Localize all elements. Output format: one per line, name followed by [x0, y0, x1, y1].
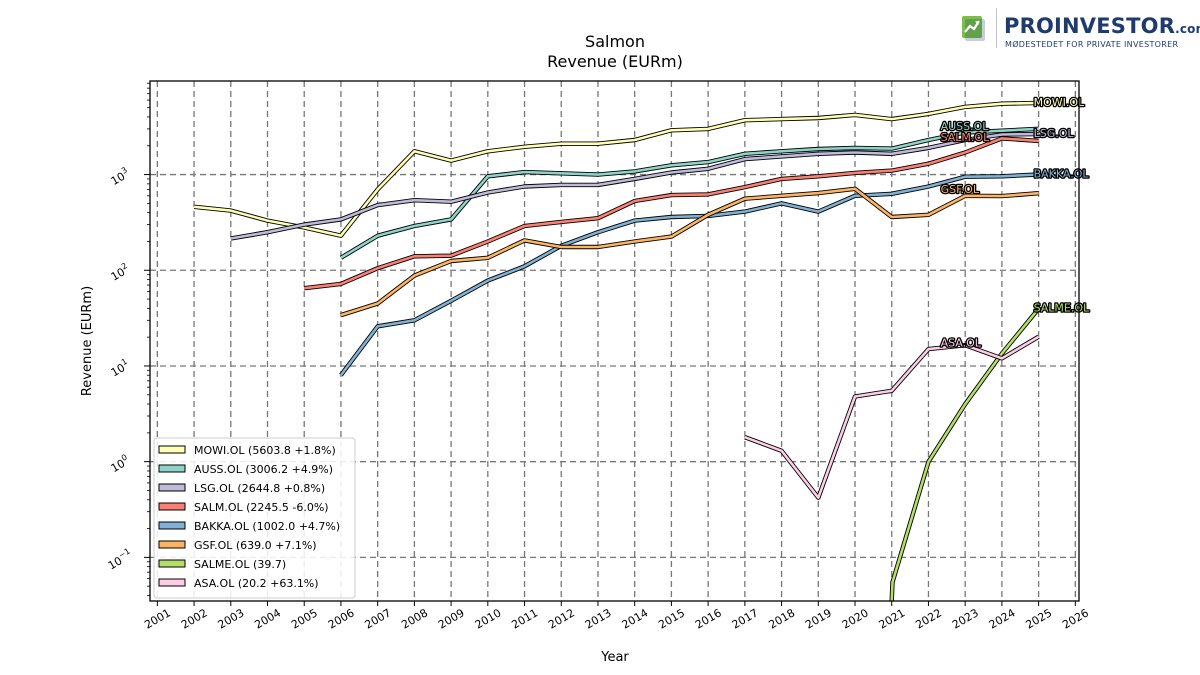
x-tick-label: 2010	[473, 606, 504, 631]
y-tick-mantissa: 10	[109, 457, 128, 475]
series-end-label: MOWI.OL	[1034, 96, 1085, 109]
x-tick-label: 2012	[546, 606, 577, 631]
x-tick-label: 2013	[583, 606, 614, 631]
y-tick-exponent: 3	[120, 165, 129, 175]
series-line	[340, 187, 1039, 317]
brand-tagline: MØDESTEDET FOR PRIVATE INVESTORER	[1005, 40, 1179, 49]
y-tick-label: 100	[108, 453, 132, 476]
series-gsf-ol	[340, 186, 1039, 318]
y-tick-label: 102	[108, 261, 132, 284]
x-tick-label: 2011	[509, 606, 540, 631]
y-tick-label: 103	[108, 165, 132, 188]
x-tick-label: 2022	[913, 606, 944, 631]
series-asa-ol	[744, 334, 1040, 500]
chart-subtitle: Revenue (EURm)	[547, 52, 683, 71]
legend-entry: MOWI.OL (5603.8 +1.8%)	[194, 444, 336, 457]
legend-swatch	[158, 464, 186, 473]
x-tick-label: 2017	[730, 606, 761, 631]
x-tick-label: 2008	[399, 606, 430, 631]
series-mowi-ol	[193, 100, 1039, 238]
y-tick-exponent: −1	[117, 547, 132, 561]
series-end-label: GSF.OL	[941, 183, 980, 196]
x-tick-label: 2018	[766, 606, 797, 631]
series-line	[304, 137, 1039, 290]
y-tick-exponent: 2	[120, 261, 129, 271]
y-tick-mantissa: 10	[109, 361, 128, 379]
series-line	[890, 307, 1040, 601]
series-lsg-ol	[230, 131, 1039, 241]
x-tick-label: 2009	[436, 606, 467, 631]
legend-swatch	[158, 521, 186, 530]
legend-entry: ASA.OL (20.2 +63.1%)	[194, 577, 319, 590]
legend-box	[153, 437, 356, 599]
y-tick-mantissa: 10	[109, 170, 128, 188]
legend-entry: BAKKA.OL (1002.0 +4.7%)	[194, 520, 340, 533]
series-line	[339, 173, 1039, 376]
series-line	[340, 127, 1039, 259]
x-axis-label: Year	[600, 650, 629, 665]
x-tick-label: 2019	[803, 606, 834, 631]
x-tick-label: 2014	[620, 606, 651, 631]
x-tick-label: 2025	[1023, 606, 1054, 631]
x-tick-label: 2001	[142, 606, 173, 631]
x-tick-label: 2016	[693, 606, 724, 631]
x-tick-label: 2024	[987, 606, 1018, 631]
legend-entry: LSG.OL (2644.8 +0.8%)	[194, 482, 325, 495]
x-tick-label: 2007	[363, 606, 394, 631]
x-tick-label: 2020	[840, 606, 871, 631]
y-tick-exponent: 0	[120, 453, 129, 463]
proinvestor-logo[interactable]: PROINVESTOR.com MØDESTEDET FOR PRIVATE I…	[960, 8, 1200, 58]
legend-swatch	[158, 578, 186, 587]
series-line	[744, 335, 1040, 500]
x-tick-label: 2002	[179, 606, 210, 631]
x-tick-label: 2004	[252, 606, 283, 631]
legend-swatch	[158, 445, 186, 454]
legend-entry: SALM.OL (2245.5 -6.0%)	[194, 501, 329, 514]
series-end-label: SALM.OL	[941, 131, 990, 144]
series-line	[193, 101, 1039, 237]
plot-area-frame	[149, 80, 1080, 602]
series-outline	[340, 186, 1039, 318]
brand-name: PROINVESTOR.com	[1004, 14, 1200, 38]
y-tick-exponent: 1	[120, 357, 129, 367]
series-end-label: BAKKA.OL	[1034, 167, 1090, 180]
series-auss-ol	[339, 126, 1039, 260]
series-salm-ol	[303, 136, 1039, 291]
legend-entry: AUSS.OL (3006.2 +4.9%)	[194, 463, 333, 476]
legend-swatch	[158, 540, 186, 549]
y-axis-label: Revenue (EURm)	[80, 286, 95, 396]
x-tick-label: 2026	[1060, 606, 1091, 631]
series-end-label: LSG.OL	[1034, 127, 1075, 140]
series-salme-ol	[889, 307, 1041, 601]
x-tick-label: 2015	[656, 606, 687, 631]
x-tick-label: 2003	[216, 606, 247, 631]
series-line	[230, 132, 1039, 240]
legend-swatch	[158, 559, 186, 568]
legend-entry: GSF.OL (639.0 +7.1%)	[194, 539, 317, 552]
y-tick-label: 101	[108, 357, 132, 380]
series-bakka-ol	[339, 172, 1039, 377]
series-end-label: AUSS.OL	[941, 120, 990, 133]
chart-badge-icon	[962, 16, 985, 41]
series-end-label: SALME.OL	[1034, 302, 1090, 315]
legend-swatch	[158, 502, 186, 511]
chart-title: Salmon	[585, 32, 645, 51]
y-tick-mantissa: 10	[106, 554, 125, 572]
legend-swatch	[158, 483, 186, 492]
x-tick-label: 2006	[326, 606, 357, 631]
series-end-label: ASA.OL	[941, 337, 982, 350]
x-tick-label: 2023	[950, 606, 981, 631]
brand-divider	[996, 8, 997, 48]
series-outline	[339, 172, 1039, 377]
x-tick-label: 2005	[289, 606, 320, 631]
y-tick-label: 10−1	[105, 547, 135, 573]
legend-entry: SALME.OL (39.7)	[194, 558, 286, 571]
x-tick-label: 2021	[877, 606, 908, 631]
y-tick-mantissa: 10	[109, 265, 128, 283]
